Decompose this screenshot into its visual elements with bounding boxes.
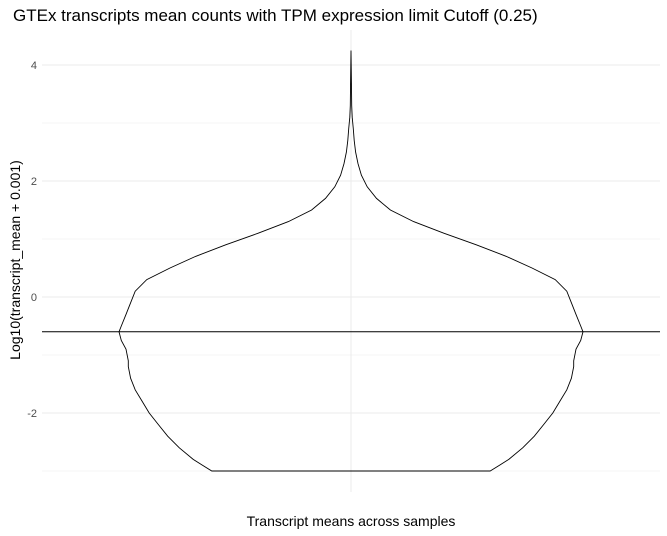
- y-tick-label: 0: [31, 292, 37, 304]
- violin-shape: [118, 50, 584, 472]
- grid-lines: [42, 30, 660, 492]
- y-tick-label: 2: [31, 176, 37, 188]
- y-tick-label: 4: [31, 60, 37, 72]
- x-axis-label: Transcript means across samples: [246, 513, 456, 529]
- y-axis-label: Log10(transcript_mean + 0.001): [7, 160, 23, 360]
- y-tick-label: -2: [27, 408, 37, 420]
- y-axis-ticks: -2 0 2 4: [27, 60, 37, 420]
- chart-title: GTEx transcripts mean counts with TPM ex…: [13, 6, 538, 25]
